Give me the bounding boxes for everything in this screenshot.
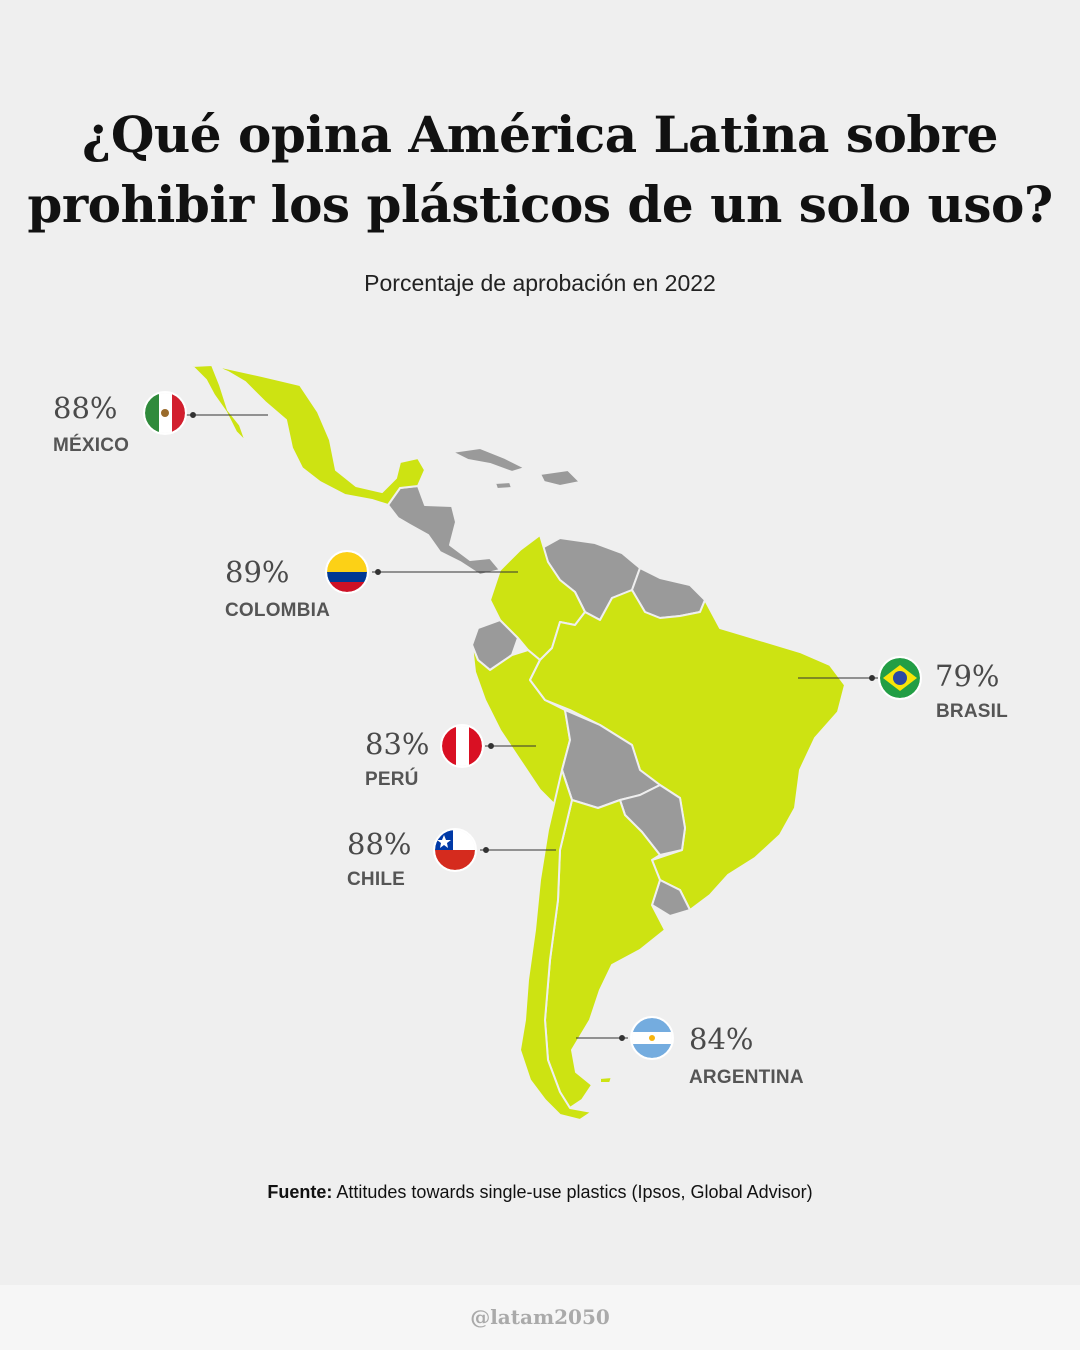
- jamaica-shape: [494, 481, 513, 490]
- argentina-percentage: 84%: [689, 1022, 754, 1056]
- chile-percentage: 88%: [347, 827, 412, 861]
- footer-bar: @latam2050: [0, 1285, 1080, 1350]
- hispaniola-shape: [539, 469, 581, 487]
- brasil-percentage: 79%: [935, 659, 1000, 693]
- source-text: Attitudes towards single-use plastics (I…: [336, 1182, 813, 1202]
- colombia-percentage: 89%: [225, 555, 290, 589]
- brazil-flag-icon: [880, 658, 920, 698]
- mexico-flag-icon: [145, 393, 185, 433]
- mexico-label: MÉXICO: [53, 435, 130, 456]
- source-label: Fuente:: [267, 1182, 333, 1202]
- chile-flag-icon: [435, 830, 475, 870]
- subtitle: Porcentaje de aprobación en 2022: [364, 270, 716, 296]
- chile-shape: [519, 769, 593, 1121]
- author-handle: @latam2050: [470, 1305, 610, 1329]
- source-note: Fuente: Attitudes towards single-use pla…: [0, 1182, 1080, 1203]
- falklands-shape: [599, 1076, 613, 1084]
- title-line-2: prohibir los plásticos de un solo uso?: [27, 175, 1053, 234]
- argentina-shape: [544, 799, 666, 1109]
- peru-label: PERÚ: [365, 769, 419, 790]
- page-title: ¿Qué opina América Latina sobre prohibir…: [0, 100, 1080, 240]
- colombia-label: COLOMBIA: [225, 600, 331, 621]
- chile-label: CHILE: [347, 869, 405, 890]
- argentina-flag-icon: [632, 1018, 672, 1058]
- peru-flag-icon: [442, 726, 482, 766]
- central-america-shape: [387, 485, 501, 576]
- mexico-percentage: 88%: [53, 391, 118, 425]
- brasil-label: BRASIL: [936, 701, 1008, 722]
- mexico-shape: [191, 364, 426, 506]
- colombia-flag-icon: [327, 552, 367, 592]
- cuba-shape: [451, 447, 526, 473]
- title-line-1: ¿Qué opina América Latina sobre: [82, 105, 998, 164]
- argentina-label: ARGENTINA: [689, 1067, 804, 1088]
- peru-percentage: 83%: [365, 727, 430, 761]
